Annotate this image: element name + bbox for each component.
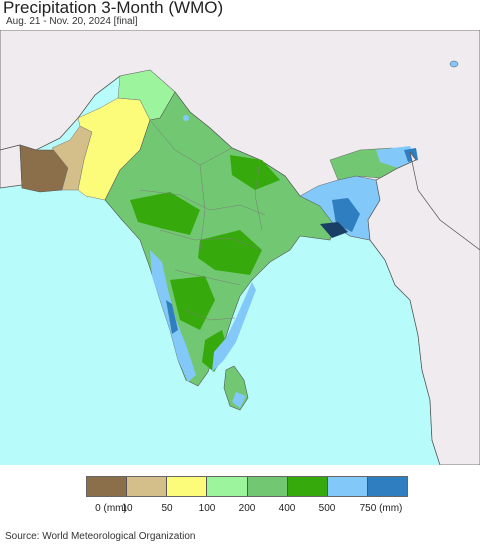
region-westcoast-deepblue: [166, 300, 178, 334]
legend-swatch: [127, 477, 168, 496]
legend-swatch: [247, 477, 288, 496]
legend-label: 500: [318, 503, 336, 514]
legend-label: 750 (mm): [359, 503, 403, 514]
legend-swatch: [87, 477, 128, 496]
region-darkgreen-3: [170, 276, 215, 330]
legend-label: 200: [238, 503, 256, 514]
legend-color-bar: [86, 476, 408, 497]
legend-swatch: [167, 477, 208, 496]
region-darkgreen-5: [230, 155, 280, 190]
legend-swatch: [367, 477, 407, 496]
internal-borders: [139, 119, 266, 321]
legend-label: 0 (mm): [95, 503, 127, 514]
lake-north: [183, 115, 189, 121]
legend-swatch: [207, 477, 248, 496]
legend-label: 50: [161, 503, 173, 514]
map-title: Precipitation 3-Month (WMO): [3, 0, 224, 17]
region-darkgreen-1: [130, 192, 200, 235]
region-darkgreen-2: [198, 230, 262, 275]
region-srilanka-blue: [232, 392, 246, 408]
region-eastcoast-blue: [212, 282, 256, 372]
precipitation-map: [0, 30, 480, 465]
source-credit: Source: World Meteorological Organizatio…: [5, 531, 196, 542]
legend-label: 400: [278, 503, 296, 514]
region-bangladesh-dark: [320, 222, 348, 238]
legend-labels: 0 (mm) 10 50 100 200 400 500 750 (mm): [0, 503, 480, 517]
legend-label: 100: [198, 503, 216, 514]
land-outside-west: [0, 144, 23, 189]
legend-swatch: [327, 477, 368, 496]
map-subtitle: Aug. 21 - Nov. 20, 2024 [final]: [6, 16, 138, 27]
land-myanmar: [367, 151, 480, 465]
legend-label: 10: [121, 503, 133, 514]
legend-swatch: [287, 477, 328, 496]
island-east: [449, 60, 459, 68]
